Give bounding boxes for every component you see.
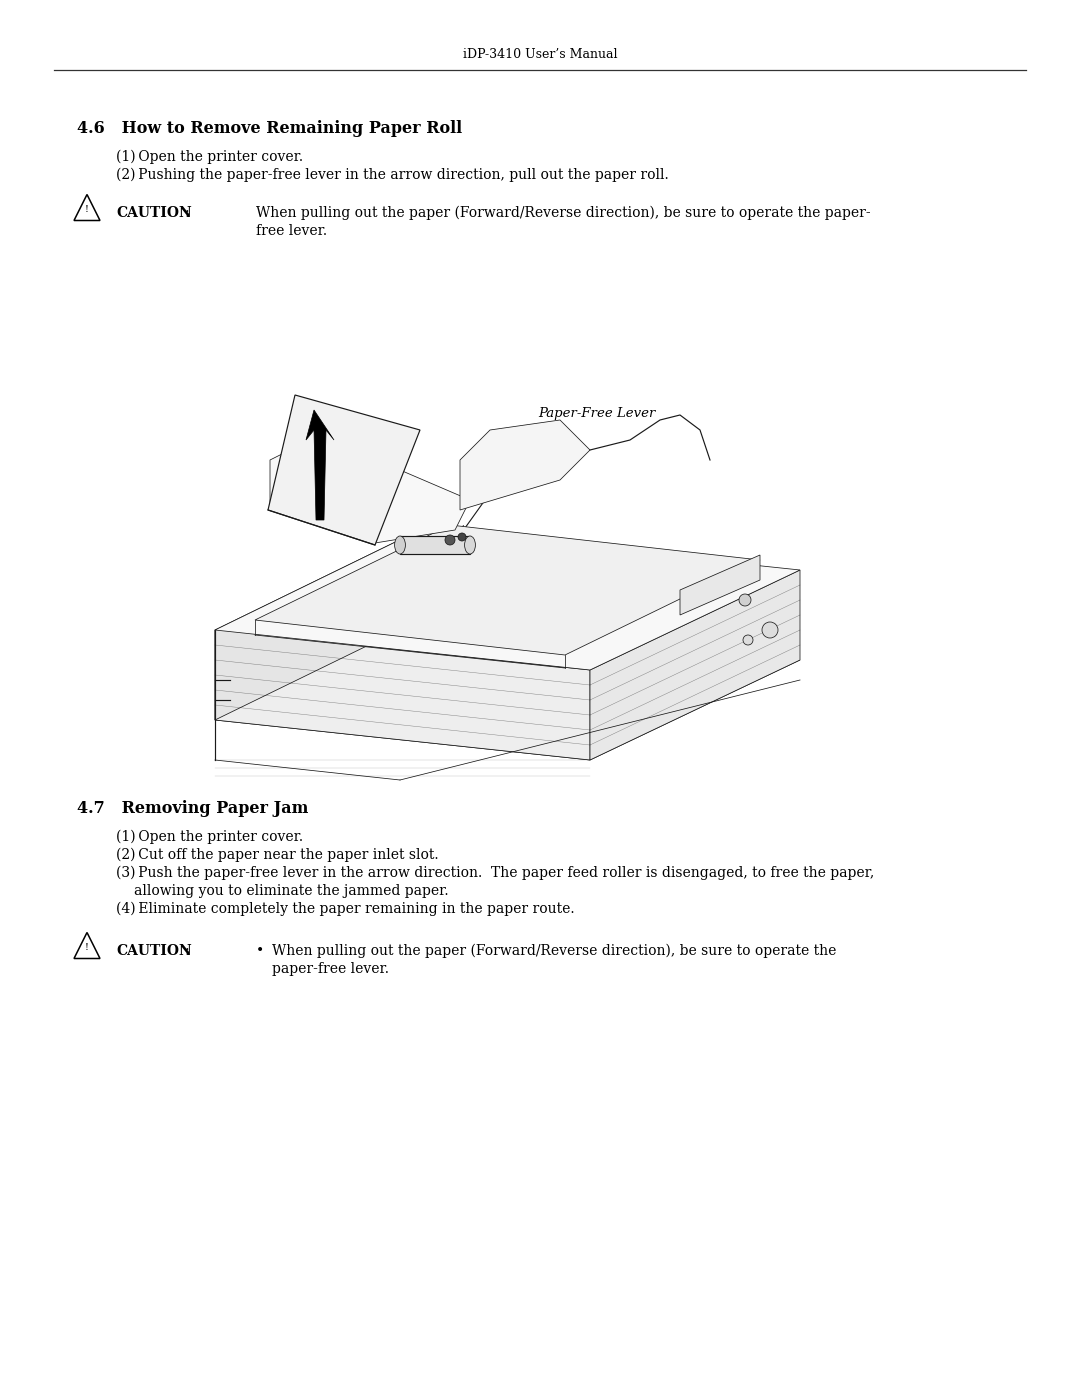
Polygon shape [460,420,590,510]
Polygon shape [215,529,420,719]
Text: 4.7   Removing Paper Jam: 4.7 Removing Paper Jam [77,800,309,817]
Text: :: : [184,944,189,958]
Polygon shape [268,395,420,545]
Text: CAUTION: CAUTION [116,205,192,219]
Text: paper-free lever.: paper-free lever. [272,963,389,977]
Polygon shape [590,570,800,760]
Text: CAUTION: CAUTION [116,944,192,958]
Text: (1) Open the printer cover.: (1) Open the printer cover. [116,830,303,844]
Text: free lever.: free lever. [256,224,327,237]
Text: (1) Open the printer cover.: (1) Open the printer cover. [116,149,303,165]
Ellipse shape [464,536,475,555]
Text: !: ! [85,943,89,951]
Polygon shape [400,536,470,555]
Polygon shape [680,555,760,615]
Circle shape [445,535,455,545]
Polygon shape [255,525,760,655]
Circle shape [458,534,465,541]
Circle shape [762,622,778,638]
Circle shape [739,594,751,606]
Text: When pulling out the paper (Forward/Reverse direction), be sure to operate the p: When pulling out the paper (Forward/Reve… [256,205,870,221]
Text: Paper-Free Lever: Paper-Free Lever [538,407,656,420]
Polygon shape [215,620,800,760]
Polygon shape [270,440,470,543]
Text: (3) Push the paper-free lever in the arrow direction.  The paper feed roller is : (3) Push the paper-free lever in the arr… [116,866,874,880]
Text: When pulling out the paper (Forward/Reverse direction), be sure to operate the: When pulling out the paper (Forward/Reve… [272,944,836,958]
Text: (4) Eliminate completely the paper remaining in the paper route.: (4) Eliminate completely the paper remai… [116,902,575,916]
Polygon shape [215,630,590,760]
Text: allowing you to eliminate the jammed paper.: allowing you to eliminate the jammed pap… [134,884,448,898]
Text: (2) Cut off the paper near the paper inlet slot.: (2) Cut off the paper near the paper inl… [116,848,438,862]
Polygon shape [306,409,334,520]
Polygon shape [215,529,800,671]
Ellipse shape [394,536,405,555]
Text: (2) Pushing the paper-free lever in the arrow direction, pull out the paper roll: (2) Pushing the paper-free lever in the … [116,168,669,183]
Text: iDP-3410 User’s Manual: iDP-3410 User’s Manual [462,49,618,61]
Text: :: : [184,205,189,219]
Circle shape [743,636,753,645]
Text: •: • [256,944,265,958]
Text: 4.6   How to Remove Remaining Paper Roll: 4.6 How to Remove Remaining Paper Roll [77,120,462,137]
Text: !: ! [85,205,89,214]
